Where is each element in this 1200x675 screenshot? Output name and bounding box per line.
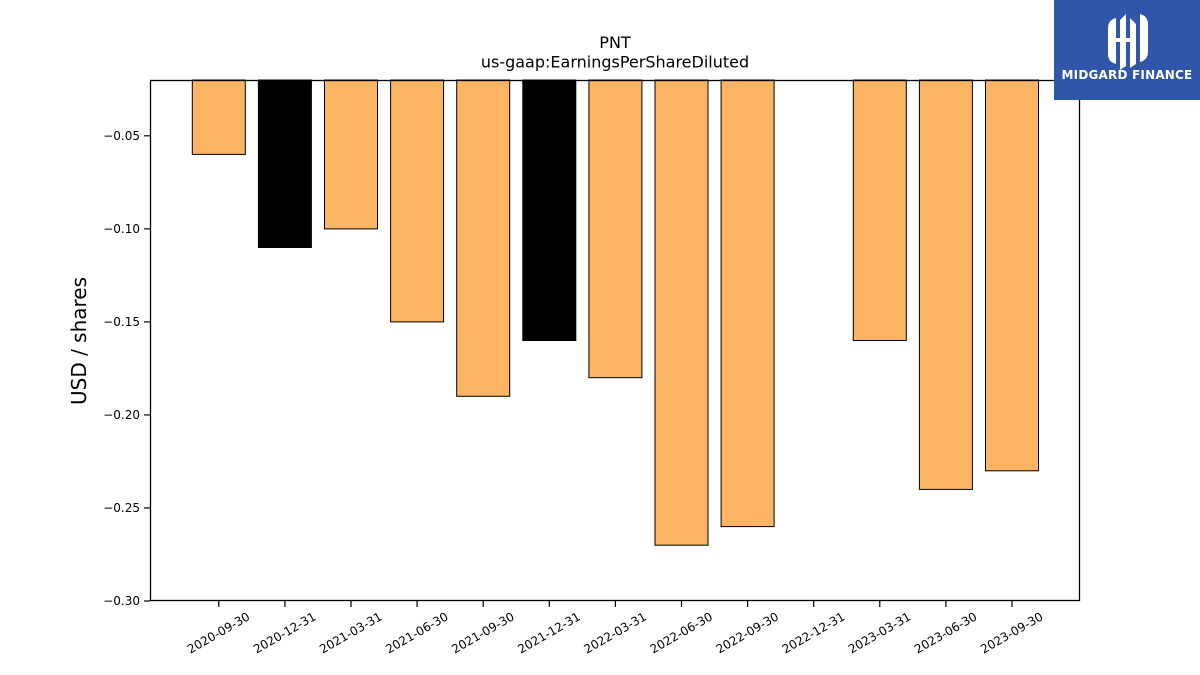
y-tick-label: −0.10 [103, 222, 140, 236]
bar-2022-03-31 [588, 79, 643, 379]
x-tick-label: 2023-06-30 [912, 609, 979, 656]
y-axis-ticks: −0.05 −0.10 −0.15 −0.20 −0.25 −0.30 [103, 129, 150, 608]
bar-2022-06-30 [654, 79, 709, 546]
x-tick-label: 2022-12-31 [780, 609, 847, 656]
bar-2023-09-30 [985, 79, 1039, 472]
x-tick-label: 2022-06-30 [648, 609, 715, 656]
bar-2021-06-30 [390, 79, 445, 323]
y-tick-label: −0.30 [103, 594, 140, 608]
x-tick-label: 2020-12-31 [251, 609, 318, 656]
plot-frame [149, 79, 1081, 602]
y-tick-label: −0.05 [103, 129, 140, 143]
bar-2021-12-31 [522, 79, 577, 341]
bar-2021-03-31 [324, 79, 378, 230]
x-tick-label: 2021-06-30 [383, 609, 450, 656]
x-tick-label: 2023-03-31 [846, 609, 913, 656]
chart-subtitle: us-gaap:EarningsPerShareDiluted [481, 53, 749, 72]
y-tick-label: −0.25 [103, 501, 140, 515]
bars-group [191, 79, 1039, 546]
brand-logo: MIDGARD FINANCE [1054, 0, 1200, 100]
y-axis-label: USD / shares [67, 277, 91, 405]
x-axis-ticks: 2020-09-302020-12-312021-03-312021-06-30… [185, 601, 1046, 656]
x-tick-label: 2022-09-30 [714, 609, 781, 656]
bar-2023-03-31 [852, 79, 907, 341]
brand-name: MIDGARD FINANCE [1061, 68, 1193, 82]
bar-2021-09-30 [456, 79, 511, 397]
x-tick-label: 2022-03-31 [581, 609, 648, 656]
midgard-finance-logo-icon [1108, 14, 1148, 70]
x-tick-label: 2021-12-31 [515, 609, 582, 656]
chart-title: PNT [599, 33, 631, 52]
x-tick-label: 2023-09-30 [978, 609, 1045, 656]
y-tick-label: −0.20 [103, 408, 140, 422]
x-tick-label: 2021-09-30 [449, 609, 516, 656]
bar-2022-09-30 [720, 79, 775, 528]
x-tick-label: 2020-09-30 [185, 609, 252, 656]
bar-2023-06-30 [918, 79, 973, 490]
bar-2020-12-31 [257, 79, 312, 248]
bar-2020-09-30 [191, 79, 246, 155]
y-tick-label: −0.15 [103, 315, 140, 329]
x-tick-label: 2021-03-31 [317, 609, 384, 656]
